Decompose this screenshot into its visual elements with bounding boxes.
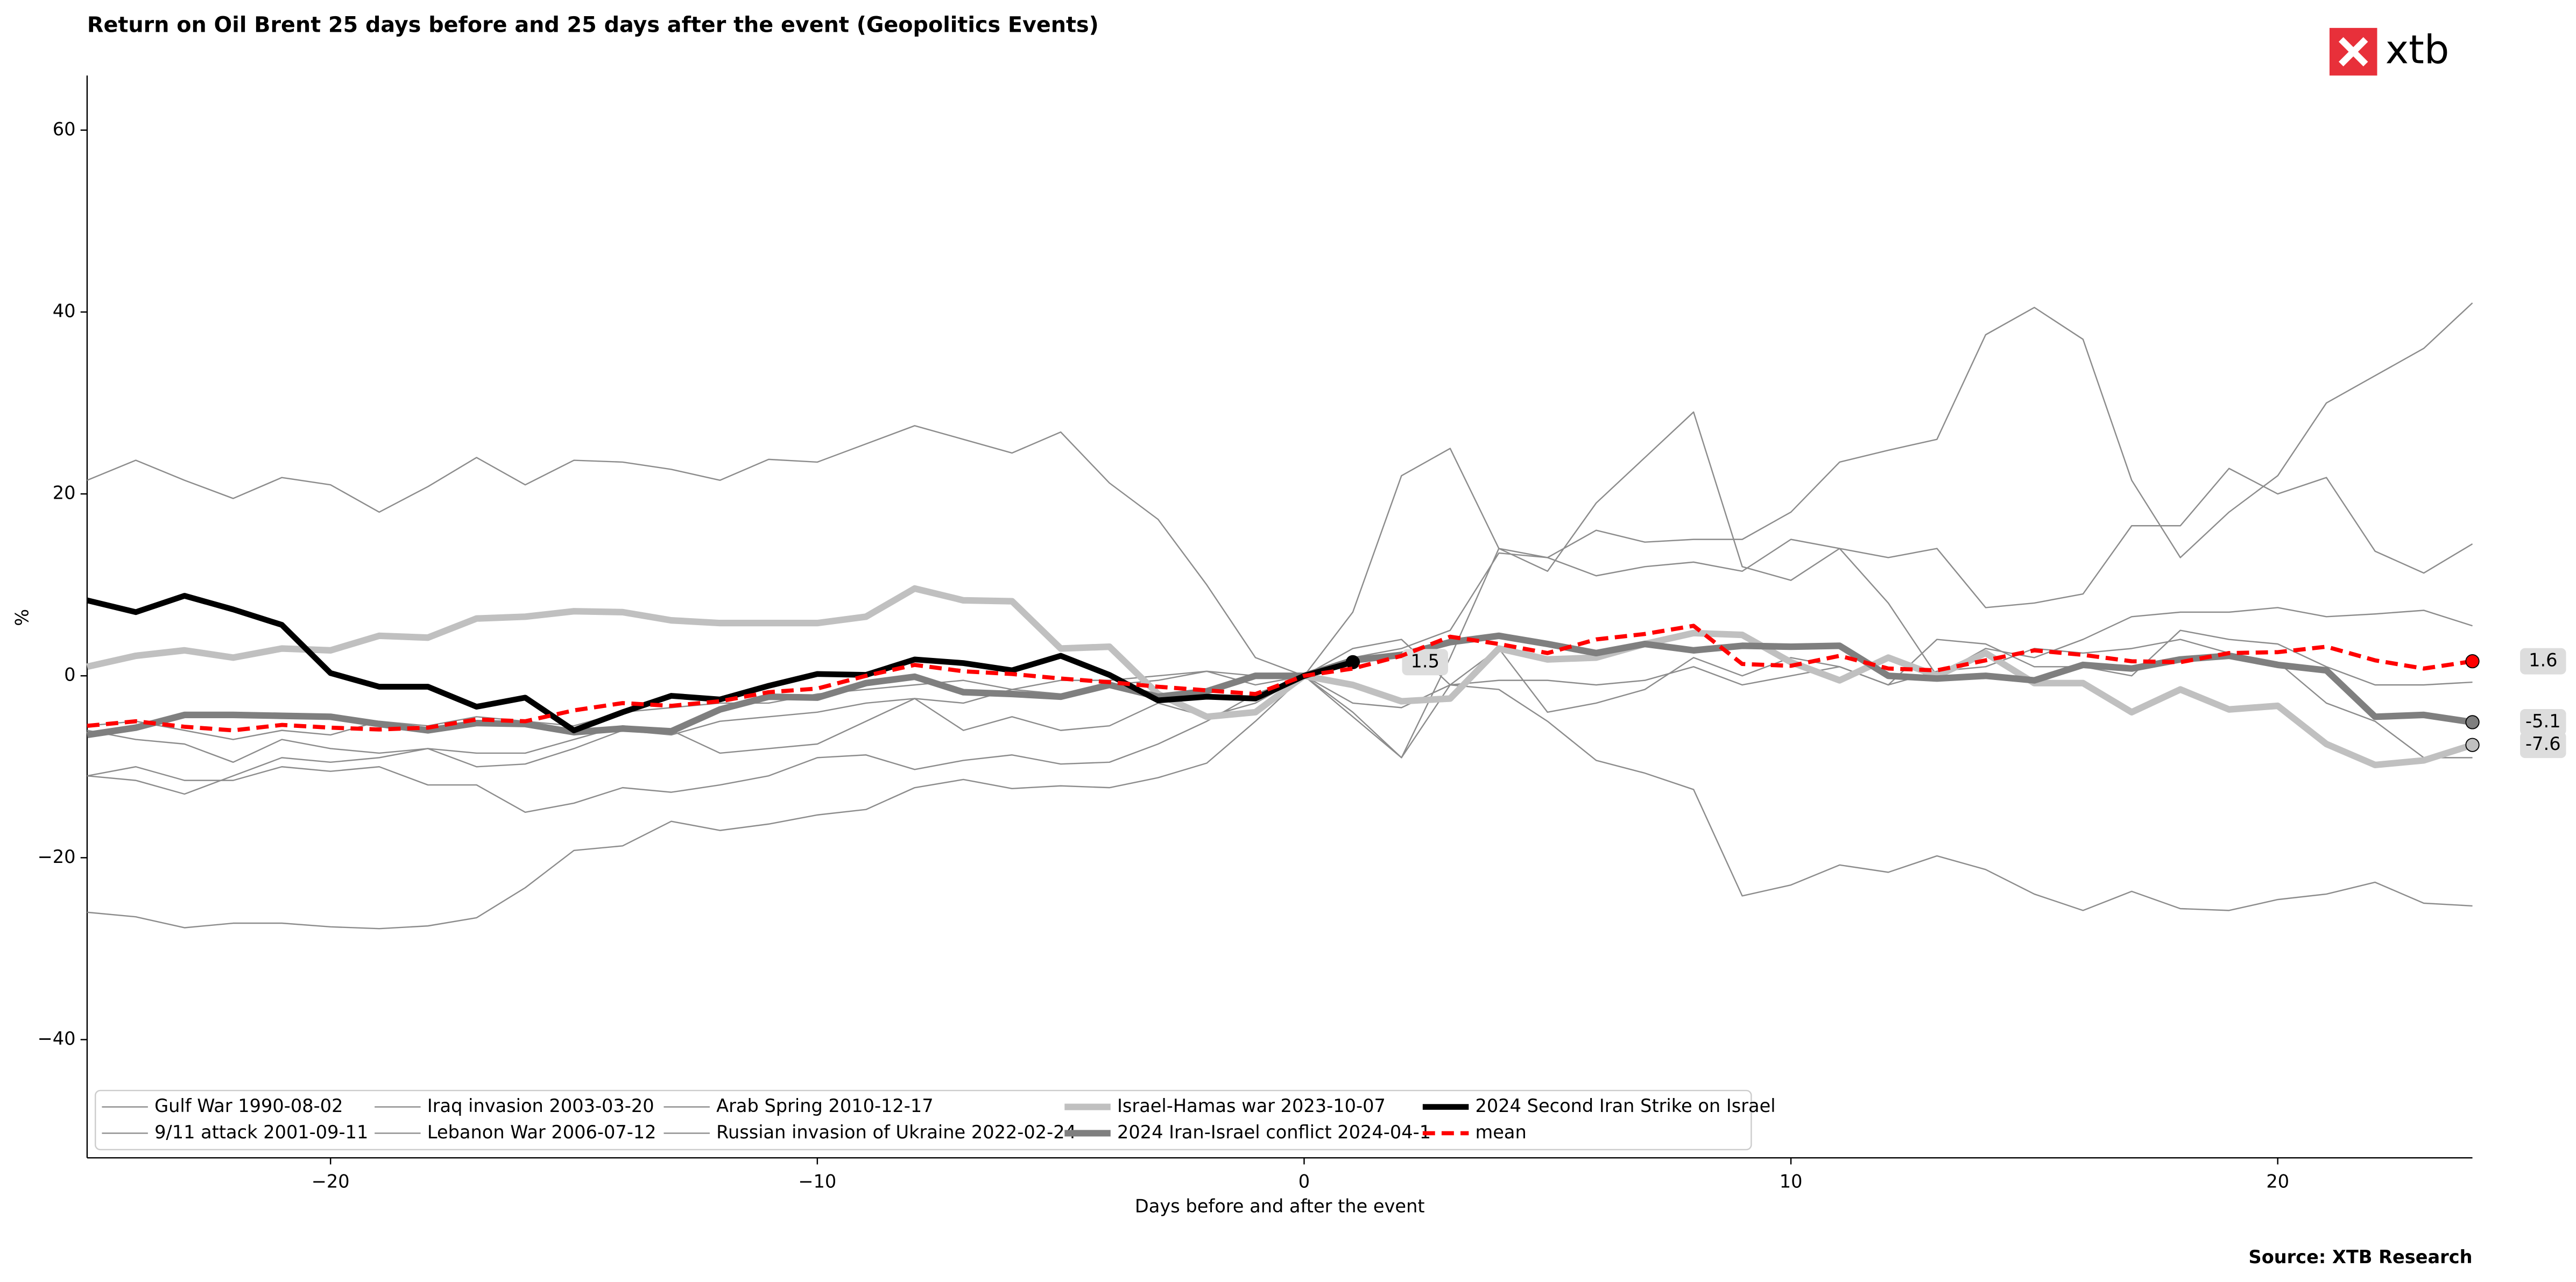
x-tick-label: −20 [312,1171,350,1192]
logo-cross [2339,37,2368,67]
legend-label: Russian invasion of Ukraine 2022-02-24 [716,1122,1076,1143]
legend-label: mean [1476,1122,1527,1143]
y-tick-label: −40 [38,1028,76,1049]
legend-label: Gulf War 1990-08-02 [154,1095,343,1116]
legend-label: 9/11 attack 2001-09-11 [154,1122,368,1143]
series-line [86,593,1354,733]
legend-label: Lebanon War 2006-07-12 [427,1122,657,1143]
x-tick-label: −10 [798,1171,836,1192]
end-label: -7.6 [2525,733,2561,754]
y-tick-label: 60 [53,118,76,139]
logo: xtb [2329,27,2450,76]
legend-label: 2024 Iran-Israel conflict 2024-04-1 [1117,1122,1431,1143]
legend-label: 2024 Second Iran Strike on Israel [1476,1095,1776,1116]
end-label: 1.5 [1411,650,1439,671]
y-tick-label: 40 [53,300,76,321]
end-point [1345,655,1360,669]
y-tick-label: 20 [53,483,76,504]
legend-label: Israel-Hamas war 2023-10-07 [1117,1095,1386,1116]
legend-frame [94,1089,1752,1151]
logo-text: xtb [2386,27,2450,73]
series-line [87,624,2473,733]
legend-label: Arab Spring 2010-12-17 [716,1095,934,1116]
end-point [2465,715,2480,729]
series-line [87,411,2473,677]
end-label-box [2520,709,2566,735]
legend: Gulf War 1990-08-02 9/11 attack 2001-09-1… [94,1089,1776,1151]
end-label: 1.6 [2529,650,2557,671]
x-tick-label: 20 [2266,1171,2289,1192]
x-axis-label: Days before and after the event [1135,1195,1425,1216]
x-tick-label: 0 [1298,1171,1310,1192]
series-line [87,632,2473,739]
legend-label: Iraq invasion 2003-03-20 [427,1095,654,1116]
series-line [87,675,2473,930]
y-tick-label: 0 [64,664,75,685]
series-line [86,585,2474,768]
y-tick-label: −20 [38,846,76,867]
y-axis-label: % [11,609,32,626]
end-label-box [1402,649,1448,676]
end-point [2465,654,2480,669]
end-point [2465,738,2480,752]
end-label: -5.1 [2525,711,2561,732]
end-label-box [2520,648,2566,675]
x-tick-label: 10 [1780,1171,1803,1192]
source: Source: XTB Research [2249,1246,2473,1267]
end-label-box [2520,732,2566,759]
chart-title: Return on Oil Brent 25 days before and 2… [87,12,1099,37]
